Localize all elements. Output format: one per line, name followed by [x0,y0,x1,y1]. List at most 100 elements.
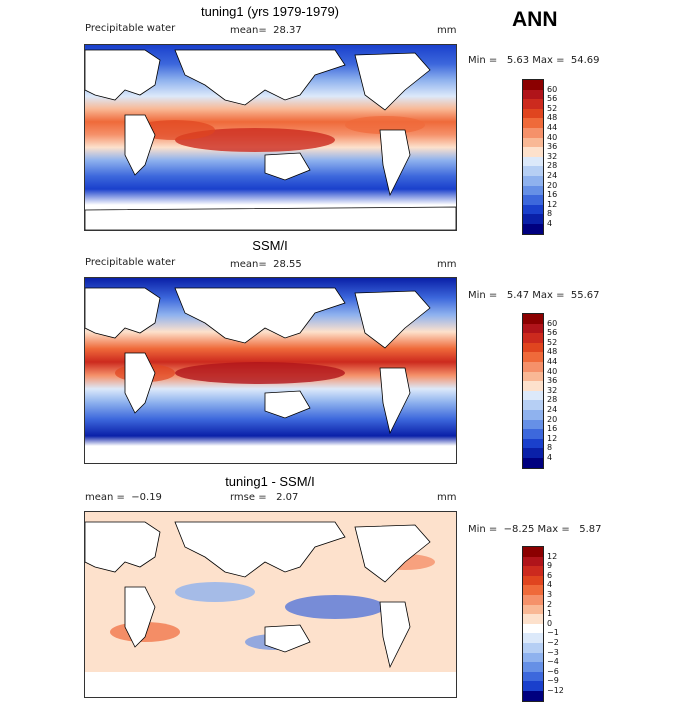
panel-2-units: mm [437,259,457,270]
panel-1-map-svg [85,45,456,230]
colorbar-segment [523,681,543,691]
colorbar-tick-label: 40 [547,366,558,376]
panel-3-colorbar [522,546,544,702]
colorbar-tick-label: 44 [547,123,558,132]
colorbar-tick-label: −2 [547,638,559,647]
colorbar-segment [523,118,543,128]
colorbar-tick-label: −12 [547,686,564,695]
panel-3-range: Min = −8.25 Max = 5.87 [468,524,602,535]
colorbar-segment [523,566,543,576]
colorbar-segment [523,642,543,653]
colorbar-tick-label: 36 [547,142,558,152]
colorbar-tick-label: 4 [547,219,553,228]
season-label: ANN [512,8,558,31]
colorbar-segment [523,614,543,624]
colorbar-tick-label: 6 [547,570,553,580]
colorbar-segment [523,429,543,439]
colorbar-tick-label: 32 [547,151,558,161]
colorbar-segment [523,623,543,634]
colorbar-segment [523,400,543,410]
colorbar-segment [523,156,543,167]
colorbar-segment [523,195,543,205]
colorbar-tick-label: 48 [547,347,558,357]
colorbar-segment [523,448,543,458]
colorbar-tick-label: −4 [547,657,559,667]
colorbar-segment [523,371,543,382]
colorbar-tick-label: 20 [547,180,558,190]
colorbar-tick-label: 24 [547,405,558,414]
colorbar-segment [523,137,543,148]
colorbar-segment [523,690,543,701]
colorbar-segment [523,108,543,119]
colorbar-tick-label: 48 [547,113,558,123]
colorbar-segment [523,662,543,672]
panel-3-units: mm [437,492,457,503]
panel-2-colorbar [522,313,544,469]
colorbar-tick-label: 12 [547,433,558,443]
panel-1-mean: mean= 28.37 [230,25,302,36]
colorbar-segment [523,457,543,468]
colorbar-tick-label: 52 [547,103,558,113]
panel-1-units: mm [437,25,457,36]
colorbar-tick-label: 16 [547,190,558,200]
colorbar-segment [523,547,543,557]
colorbar-tick-label: 4 [547,453,553,462]
colorbar-tick-label: 28 [547,395,558,405]
colorbar-tick-label: 60 [547,318,558,328]
colorbar-tick-label: 44 [547,357,558,366]
colorbar-tick-label: −6 [547,666,559,676]
colorbar-segment [523,342,543,353]
colorbar-segment [523,390,543,401]
colorbar-tick-label: −3 [547,647,559,657]
panel-3-map [84,511,457,698]
colorbar-segment [523,409,543,420]
colorbar-tick-label: 2 [547,599,553,609]
colorbar-segment [523,671,543,682]
colorbar-tick-label: 12 [547,199,558,209]
colorbar-segment [523,223,543,234]
colorbar-tick-label: 56 [547,328,558,338]
colorbar-tick-label: 3 [547,590,553,599]
panel-2-mean: mean= 28.55 [230,259,302,270]
colorbar-segment [523,419,543,430]
colorbar-tick-label: 28 [547,161,558,171]
panel-1-map [84,44,457,231]
colorbar-segment [523,147,543,157]
colorbar-segment [523,585,543,595]
colorbar-segment [523,333,543,343]
panel-1-range: Min = 5.63 Max = 54.69 [468,55,600,66]
colorbar-tick-label: 9 [547,561,553,571]
colorbar-tick-label: 56 [547,94,558,104]
colorbar-tick-label: 8 [547,209,553,219]
colorbar-segment [523,314,543,324]
colorbar-segment [523,80,543,90]
panel-2-map-svg [85,278,456,446]
colorbar-tick-label: 16 [547,424,558,434]
colorbar-tick-label: 52 [547,337,558,347]
colorbar-segment [523,381,543,391]
colorbar-tick-label: 40 [547,132,558,142]
panel-3-map-svg [85,512,456,672]
colorbar-segment [523,166,543,176]
panel-1-variable: Precipitable water [85,23,176,34]
panel-2-map [84,277,457,464]
colorbar-tick-label: 4 [547,580,553,590]
colorbar-segment [523,556,543,567]
colorbar-tick-label: 36 [547,376,558,386]
panel-2-variable: Precipitable water [85,257,176,268]
colorbar-tick-label: 60 [547,84,558,94]
colorbar-tick-label: 8 [547,443,553,453]
colorbar-segment [523,633,543,643]
panel-2-range: Min = 5.47 Max = 55.67 [468,290,600,301]
colorbar-tick-label: −1 [547,628,559,638]
colorbar-tick-label: −9 [547,676,559,686]
panel-3-title: tuning1 - SSM/I [225,474,315,489]
panel-3-rmse: rmse = 2.07 [230,492,299,503]
colorbar-tick-label: 0 [547,618,553,628]
colorbar-segment [523,594,543,605]
colorbar-tick-label: 32 [547,385,558,395]
panel-1-colorbar [522,79,544,235]
colorbar-segment [523,361,543,372]
colorbar-segment [523,89,543,100]
colorbar-segment [523,214,543,224]
